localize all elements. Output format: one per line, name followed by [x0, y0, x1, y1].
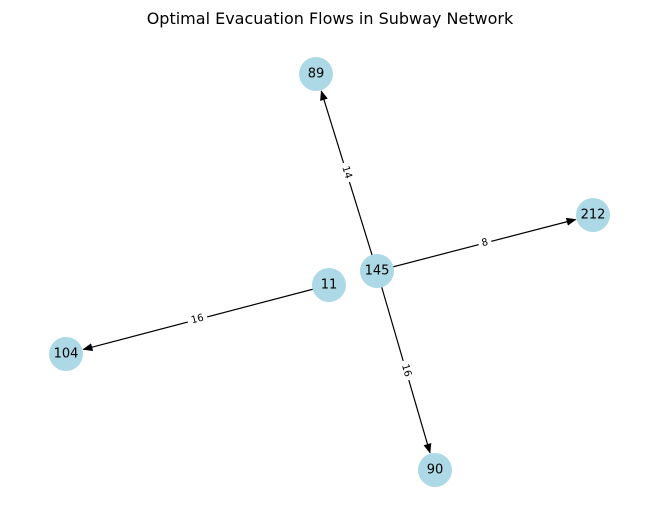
node-label-104: 104 [54, 347, 79, 362]
node-circle-145 [360, 254, 394, 288]
edge-145-212 [376, 217, 577, 272]
node-90: 90 [418, 453, 452, 487]
node-104: 104 [49, 337, 83, 371]
node-circle-90 [418, 453, 452, 487]
node-label-90: 90 [427, 463, 444, 478]
node-label-212: 212 [581, 208, 606, 223]
edge-label-145-90: 16 [399, 363, 413, 378]
node-89: 89 [299, 57, 333, 91]
nodes-layer: 89 212 145 11 104 90 [49, 57, 610, 487]
node-circle-212 [576, 198, 610, 232]
node-label-11: 11 [321, 278, 338, 293]
node-145: 145 [360, 254, 394, 288]
node-label-89: 89 [308, 67, 325, 82]
node-circle-104 [49, 337, 83, 371]
edge-label-background [396, 358, 416, 383]
edge-label-145-89: 14 [339, 165, 353, 180]
edge-label-group-145-90: 16 [396, 358, 416, 383]
edge-label-11-104: 16 [190, 313, 205, 327]
node-circle-11 [312, 268, 346, 302]
edge-label-group-145-212: 8 [476, 234, 494, 252]
node-11: 11 [312, 268, 346, 302]
edge-labels-layer: 14 8 16 16 [186, 160, 494, 383]
edge-label-background [186, 310, 209, 329]
node-label-145: 145 [365, 264, 390, 279]
edge-label-group-145-89: 14 [336, 160, 357, 185]
edge-label-145-212: 8 [481, 237, 490, 249]
edge-label-background [476, 234, 494, 252]
chart-title: Optimal Evacuation Flows in Subway Netwo… [147, 9, 514, 28]
node-circle-89 [299, 57, 333, 91]
edge-label-background [336, 160, 357, 185]
node-212: 212 [576, 198, 610, 232]
edge-label-group-11-104: 16 [186, 310, 209, 329]
